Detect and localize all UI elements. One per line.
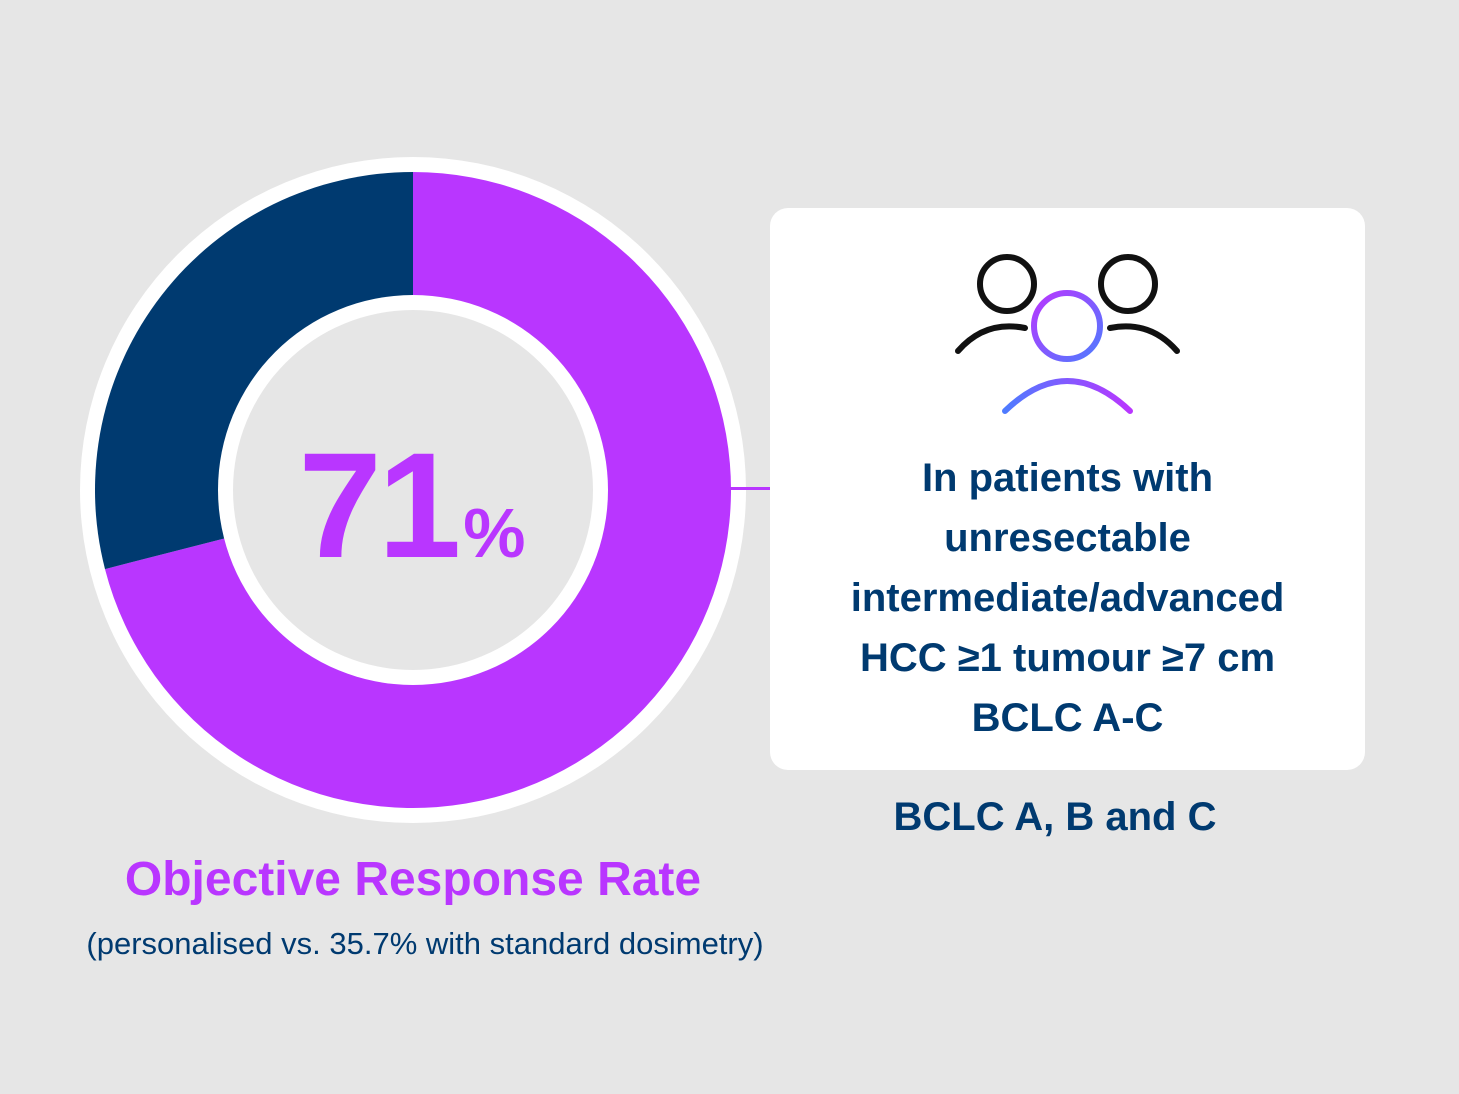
- criteria-line: intermediate/advanced: [850, 576, 1285, 620]
- patient-criteria: In patients with unresectable intermedia…: [770, 448, 1365, 748]
- percentage-value: 71: [298, 421, 461, 589]
- criteria-line: HCC ≥1 tumour ≥7 cm: [859, 636, 1276, 680]
- patient-info-card: In patients with unresectable intermedia…: [770, 208, 1365, 770]
- center-percentage: 71 %: [232, 380, 592, 580]
- patient-group-icon: [955, 254, 1180, 414]
- criteria-line: unresectable: [944, 516, 1191, 560]
- criteria-line: In patients with: [921, 456, 1214, 500]
- bclc-note: BCLC A, B and C: [893, 795, 1217, 839]
- percentage-symbol: %: [463, 494, 526, 572]
- connector-line: [726, 487, 804, 490]
- donut-chart: [80, 157, 746, 823]
- chart-subtitle: (personalised vs. 35.7% with standard do…: [86, 926, 764, 961]
- donut-center: [233, 310, 593, 670]
- chart-title: Objective Response Rate: [124, 853, 702, 906]
- criteria-line: BCLC A-C: [971, 696, 1164, 740]
